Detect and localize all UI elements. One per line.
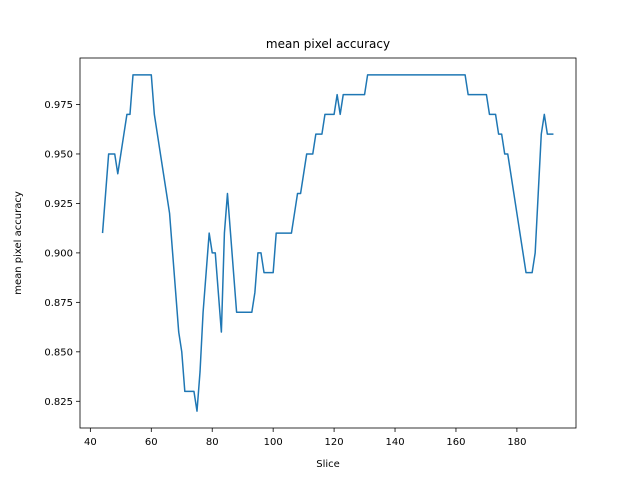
y-axis: 0.825 0.850 0.875 0.900 0.925 0.950 0.975 (44, 100, 80, 408)
x-tick-label: 60 (145, 437, 158, 448)
x-tick-label: 80 (206, 437, 219, 448)
y-tick-label: 0.900 (44, 248, 73, 259)
y-tick-label: 0.825 (44, 397, 73, 408)
x-tick-label: 100 (264, 437, 283, 448)
y-axis-label: mean pixel accuracy (13, 191, 24, 295)
x-tick-label: 180 (507, 437, 526, 448)
y-tick-label: 0.950 (44, 149, 73, 160)
series-line (101, 74, 554, 412)
y-tick-label: 0.850 (44, 347, 73, 358)
x-axis-label: Slice (316, 459, 340, 470)
x-tick-label: 120 (325, 437, 344, 448)
y-tick-label: 0.875 (44, 298, 73, 309)
x-axis: 40 60 80 100 120 140 160 180 (84, 428, 526, 448)
chart-title: mean pixel accuracy (266, 37, 390, 51)
series-layer (101, 74, 554, 412)
x-tick-label: 40 (84, 437, 97, 448)
y-tick-label: 0.925 (44, 199, 73, 210)
plot-frame (79, 57, 577, 429)
y-tick-label: 0.975 (44, 100, 73, 111)
x-tick-label: 140 (385, 437, 404, 448)
x-tick-label: 160 (446, 437, 465, 448)
